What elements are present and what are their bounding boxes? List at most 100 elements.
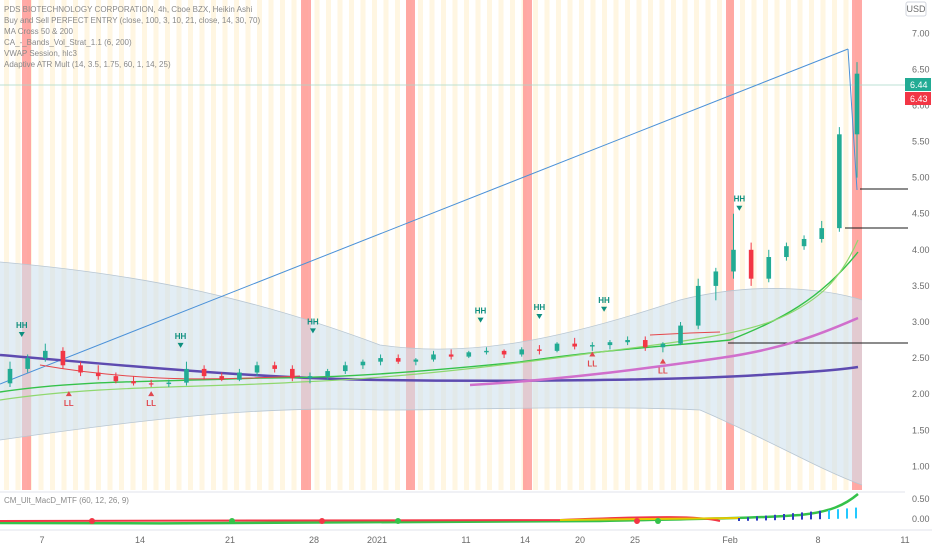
band-fill	[0, 262, 862, 485]
candle-body	[625, 340, 630, 343]
marker-arrow-down	[177, 342, 184, 348]
y-tick-label: 4.00	[912, 245, 930, 255]
session-stripe	[360, 0, 366, 490]
x-tick-label: 2021	[367, 535, 387, 545]
candles	[7, 62, 860, 387]
legend-entry: CA_-_Bands_Vol_Strat_1.1 (6, 200)	[4, 38, 132, 47]
session-stripe	[843, 0, 849, 490]
x-tick-label: 21	[225, 535, 235, 545]
candle-body	[325, 371, 330, 377]
x-tick-label: 28	[309, 535, 319, 545]
candle-body	[25, 358, 30, 369]
candle-body	[113, 376, 119, 382]
volatility-band	[0, 261, 863, 486]
candle-body	[78, 365, 83, 373]
session-stripe	[648, 0, 653, 490]
time-axis[interactable]: 7 14 21 28 2021 11 14 20 25 Feb 8 11	[0, 529, 932, 545]
highlight-bar	[852, 0, 862, 490]
macd-line	[0, 493, 859, 525]
histogram-bar	[783, 514, 785, 520]
candle-body	[272, 365, 277, 369]
session-stripe	[533, 0, 538, 490]
session-stripe	[73, 0, 78, 490]
candle-body	[695, 285, 701, 326]
histogram-bar	[810, 511, 812, 520]
sub-tick-label: 0.50	[912, 494, 930, 504]
session-stripe	[475, 0, 481, 490]
candle-body	[42, 350, 48, 359]
session-stripe	[556, 0, 561, 490]
marker-label: HH	[598, 296, 610, 305]
candle-body	[448, 354, 454, 357]
y-tick-label: 6.50	[912, 64, 930, 74]
candle-body	[431, 354, 436, 360]
session-stripe	[797, 0, 803, 490]
candle-body	[201, 368, 207, 377]
session-stripe	[234, 0, 239, 490]
histogram-bar	[747, 517, 749, 521]
histogram-bar	[837, 509, 839, 519]
candle-body	[784, 246, 789, 258]
session-stripe	[452, 0, 458, 490]
histogram-bar	[819, 510, 821, 520]
session-stripe	[510, 0, 515, 490]
sub-tick-label: 0.00	[912, 514, 930, 524]
session-stripe	[130, 0, 136, 490]
price-tag-label: 6.43	[910, 94, 928, 104]
session-stripe	[165, 0, 170, 490]
candle-body	[254, 365, 260, 373]
session-stripe	[636, 0, 642, 490]
legend-entry: Adaptive ATR Mult (14, 3.5, 1.75, 60, 1,…	[4, 60, 171, 69]
histogram-bar	[738, 518, 740, 521]
price-axis[interactable]: 7.00 6.50 6.00 5.50 5.00 4.50 4.00 3.50 3.00 2.50…	[905, 1, 931, 524]
macd-subpanel: CM_Ult_MacD_MTF (60, 12, 26, 9)	[0, 491, 905, 525]
marker-label: LL	[658, 367, 668, 376]
session-stripe	[694, 0, 699, 490]
marker-arrow-down	[477, 317, 484, 323]
legend-entry: Buy and Sell PERFECT ENTRY (close, 100, …	[4, 16, 260, 25]
candle-body	[748, 249, 754, 279]
marker-label: LL	[146, 399, 156, 408]
session-stripe	[751, 0, 757, 490]
horizontal-levels	[0, 84, 908, 344]
candle-body	[60, 350, 66, 366]
marker-arrow-down	[601, 306, 608, 312]
candle-body	[537, 349, 542, 351]
stop-line	[649, 331, 721, 336]
marker-arrow-up	[589, 351, 596, 357]
candle-body	[501, 350, 507, 355]
histogram-bar	[855, 507, 857, 519]
session-stripe	[188, 0, 193, 490]
candle-body	[766, 257, 772, 279]
session-stripe	[487, 0, 492, 490]
highlight-bar	[726, 0, 734, 490]
session-stripe	[280, 0, 285, 490]
session-stripe	[257, 0, 262, 490]
band-lower	[0, 407, 863, 486]
session-stripe	[613, 0, 619, 490]
band-upper	[0, 261, 863, 350]
session-stripe	[625, 0, 630, 490]
candle-body	[484, 350, 489, 353]
session-stripe	[314, 0, 320, 490]
session-stripe	[38, 0, 44, 490]
session-stripe	[291, 0, 297, 490]
candle-body	[660, 343, 666, 348]
price-tag	[905, 78, 931, 91]
candle-body	[713, 271, 719, 286]
candle-body	[184, 368, 189, 383]
cross-dot	[655, 518, 661, 524]
marker-label: HH	[475, 307, 487, 316]
session-stripe	[61, 0, 67, 490]
session-stripe	[222, 0, 228, 490]
candle-body	[819, 228, 825, 239]
y-tick-label: 5.50	[912, 137, 930, 147]
y-tick-label: 1.00	[912, 461, 930, 471]
candle-body	[342, 365, 348, 372]
legend-entry: MA Cross 50 & 200	[4, 27, 73, 36]
y-tick-label: 4.50	[912, 209, 930, 219]
session-stripe	[820, 0, 826, 490]
session-stripe	[763, 0, 768, 490]
session-stripe	[4, 0, 9, 490]
